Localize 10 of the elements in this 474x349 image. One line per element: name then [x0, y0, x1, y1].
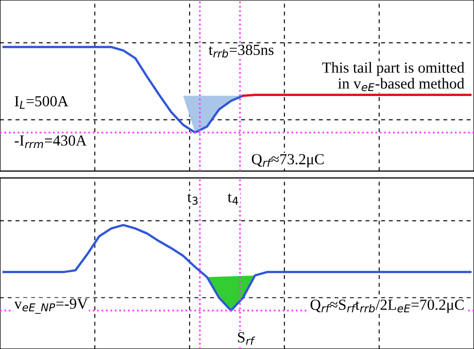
annotation: This tail part is omitted in v$_{eE}$-based method: [322, 62, 464, 92]
text: Q$_{rf}$≈S$_{rf}$t$_{rrb}$/2L$_{eE}$=70.2μC: [310, 300, 464, 314]
annotation: v$_{eE_NP}$=-9V: [14, 298, 88, 314]
text: -I$_{rrm}$=430A: [14, 135, 87, 148]
annotation: t$_{rrb}$=385ns: [208, 44, 274, 58]
text: t$_{4}$: [228, 193, 238, 205]
text: t$_{3}$: [187, 193, 198, 205]
annotation: I$_{L}$=500A: [14, 96, 68, 109]
text: S$_{rf}$: [238, 332, 256, 345]
text: Q$_{rf}$≈73.2μC: [252, 154, 324, 168]
